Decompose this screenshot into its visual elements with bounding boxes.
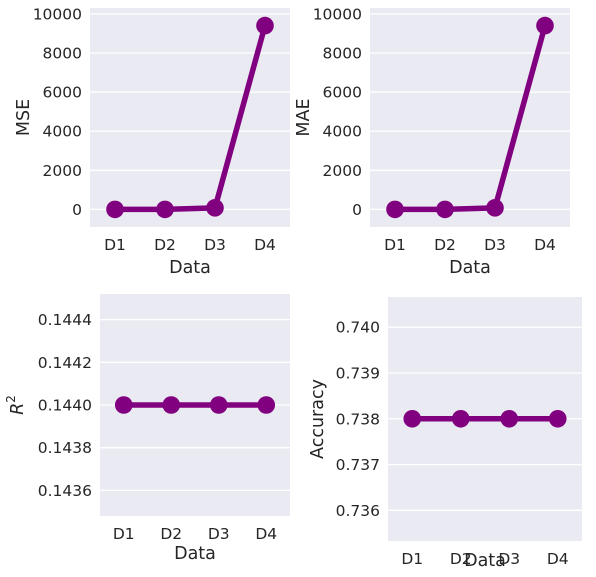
- y-tick-label: 0.1442: [38, 354, 92, 372]
- y-tick-label: 0.1438: [38, 439, 92, 457]
- y-tick-label: 0.737: [336, 456, 380, 474]
- y-tick-label: 0.1440: [38, 397, 92, 415]
- data-point-D2: [451, 409, 470, 428]
- y-axis-label-superscript: 2: [4, 395, 18, 403]
- y-tick-label: 10000: [313, 5, 362, 23]
- x-axis-label: Data: [464, 551, 506, 571]
- y-tick-label: 6000: [43, 84, 82, 102]
- y-tick-label: 8000: [323, 44, 362, 62]
- y-tick-label: 8000: [43, 44, 82, 62]
- data-point-D3: [206, 199, 224, 217]
- x-tick-label: D1: [104, 236, 126, 254]
- data-point-D1: [386, 200, 404, 219]
- y-axis-label: Accuracy: [308, 379, 328, 459]
- plot-area: [90, 8, 290, 227]
- y-tick-label: 2000: [43, 162, 82, 180]
- x-tick-label: D3: [498, 550, 520, 568]
- x-tick-label: D3: [204, 236, 226, 254]
- data-point-D1: [114, 396, 133, 414]
- data-point-D4: [536, 16, 554, 35]
- y-tick-label: 0: [72, 201, 82, 219]
- subplot-3: 0.1436 0.1438 0.1440 0.1442 0.1444 D1 D2 D3 D4 Da…: [4, 294, 290, 564]
- x-tick-label: D1: [384, 236, 406, 254]
- data-point-D3: [209, 396, 228, 414]
- subplot-2: 0 2000 4000 6000 8000 10000 D1 D2 D3 D4 Data MAE: [294, 5, 570, 278]
- x-axis-label: Data: [449, 258, 491, 278]
- y-tick-label: 10000: [33, 5, 82, 23]
- y-tick-label: 0.739: [336, 364, 380, 382]
- data-point-D4: [257, 396, 276, 414]
- y-axis-label: MSE: [14, 99, 34, 136]
- data-point-D1: [403, 409, 422, 428]
- data-point-D4: [256, 16, 274, 35]
- y-axis-label: MAE: [294, 98, 314, 136]
- series-line: [112, 22, 268, 213]
- data-point-D4: [548, 409, 567, 428]
- x-tick-label: D1: [113, 525, 135, 543]
- x-tick-label: D4: [547, 550, 569, 568]
- y-axis-label: R2: [4, 395, 29, 415]
- y-tick-label: 0.740: [336, 319, 380, 337]
- x-tick-label: D2: [434, 236, 456, 254]
- y-tick-label: 0: [352, 201, 362, 219]
- x-tick-label: D4: [254, 236, 276, 254]
- x-tick-label: D4: [255, 525, 277, 543]
- x-axis-label: Data: [174, 544, 216, 564]
- data-point-D2: [436, 200, 454, 219]
- x-tick-label: D2: [160, 525, 182, 543]
- series-line: [392, 22, 548, 213]
- plot-area: [370, 8, 570, 227]
- y-tick-label: 0.738: [336, 410, 380, 428]
- y-tick-label: 4000: [43, 123, 82, 141]
- y-axis-label-base: R: [8, 403, 28, 415]
- y-tick-label: 2000: [323, 162, 362, 180]
- x-tick-label: D4: [534, 236, 556, 254]
- x-tick-label: D3: [484, 236, 506, 254]
- data-point-D3: [486, 199, 504, 217]
- data-point-D2: [162, 396, 181, 414]
- y-tick-label: 0.1436: [38, 482, 92, 500]
- x-axis-label: Data: [169, 258, 211, 278]
- x-tick-label: D2: [154, 236, 176, 254]
- y-tick-label: 4000: [323, 123, 362, 141]
- data-point-D2: [156, 200, 174, 219]
- x-tick-label: D1: [401, 550, 423, 568]
- data-point-D3: [500, 409, 519, 428]
- x-tick-label: D2: [450, 550, 472, 568]
- y-tick-label: 0.1444: [38, 311, 92, 329]
- subplot-1: 0 2000 4000 6000 8000 10000 D1 D2 D3 D4 Data MSE: [14, 5, 290, 278]
- data-point-D1: [106, 200, 124, 219]
- y-tick-label: 0.736: [336, 502, 380, 520]
- subplot-4: 0.736 0.737 0.738 0.739 0.740 D1 D2 D3 D4 Data Acc…: [308, 297, 582, 571]
- x-tick-label: D3: [208, 525, 230, 543]
- y-tick-label: 6000: [323, 84, 362, 102]
